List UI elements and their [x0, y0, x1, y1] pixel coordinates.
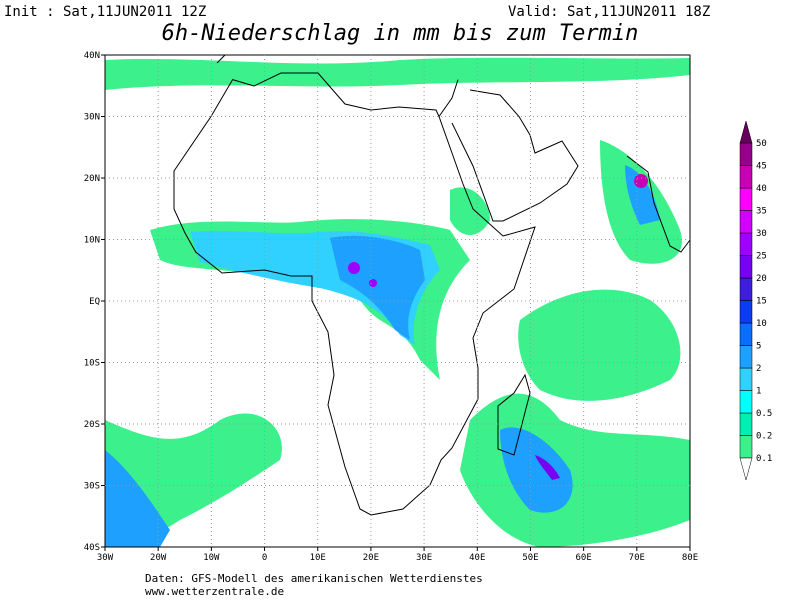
- legend-swatch: [739, 120, 753, 144]
- legend-swatch: [739, 277, 753, 301]
- lon-label: 50E: [522, 553, 538, 563]
- legend-label: 5: [756, 342, 761, 352]
- legend-label: 20: [756, 274, 767, 284]
- legend-label: 15: [756, 297, 767, 307]
- init-time: Init : Sat,11JUN2011 12Z: [4, 4, 206, 20]
- legend-label: 25: [756, 252, 767, 262]
- legend-label: 1: [756, 387, 761, 397]
- legend-swatch: [739, 210, 753, 234]
- legend-label: 40: [756, 184, 767, 194]
- legend-label: 30: [756, 229, 767, 239]
- data-source: Daten: GFS-Modell des amerikanischen Wet…: [145, 572, 483, 585]
- lon-label: 40E: [469, 553, 485, 563]
- lon-label: 10E: [310, 553, 326, 563]
- legend-swatch: [739, 165, 753, 189]
- lat-label: 10N: [84, 236, 100, 246]
- legend-label: 45: [756, 162, 767, 172]
- lat-label: 10S: [84, 359, 100, 369]
- lon-label: 20E: [363, 553, 379, 563]
- legend-swatch: [739, 345, 753, 369]
- lon-label: 60E: [576, 553, 592, 563]
- lon-label: 30W: [97, 553, 114, 563]
- legend-swatch: [739, 187, 753, 211]
- map-title: 6h-Niederschlag in mm bis zum Termin: [162, 21, 639, 46]
- legend-swatch: [739, 367, 753, 391]
- source-url: www.wetterzentrale.de: [145, 585, 284, 598]
- legend-swatch: [739, 435, 753, 459]
- legend-swatch: [739, 457, 753, 481]
- lat-label: 40S: [84, 543, 100, 553]
- legend-swatch: [739, 390, 753, 414]
- lon-label: 80E: [682, 553, 698, 563]
- lat-label: 30S: [84, 482, 100, 492]
- legend-swatch: [739, 255, 753, 279]
- coastlines: [173, 54, 691, 516]
- legend-label: 2: [756, 364, 761, 374]
- legend-label: 0.2: [756, 432, 772, 442]
- legend-swatch: [739, 300, 753, 324]
- lat-label: EQ: [89, 297, 100, 307]
- legend-label: 0.1: [756, 454, 772, 464]
- lat-label: 20S: [84, 420, 100, 430]
- valid-time: Valid: Sat,11JUN2011 18Z: [508, 4, 710, 20]
- legend-label: 50: [756, 139, 767, 149]
- lon-label: 20W: [150, 553, 167, 563]
- lat-label: 30N: [84, 113, 100, 123]
- lat-label: 40N: [84, 51, 100, 61]
- lon-label: 70E: [629, 553, 645, 563]
- lon-label: 0: [262, 553, 267, 563]
- legend-label: 35: [756, 207, 767, 217]
- legend-label: 10: [756, 319, 767, 329]
- legend-label: 0.5: [756, 409, 772, 419]
- lon-label: 30E: [416, 553, 432, 563]
- legend-swatch: [739, 142, 753, 166]
- legend-swatch: [739, 412, 753, 436]
- lon-label: 10W: [203, 553, 220, 563]
- precip-field: [105, 57, 690, 547]
- lat-label: 20N: [84, 174, 100, 184]
- legend-swatch: [739, 232, 753, 256]
- legend-swatch: [739, 322, 753, 346]
